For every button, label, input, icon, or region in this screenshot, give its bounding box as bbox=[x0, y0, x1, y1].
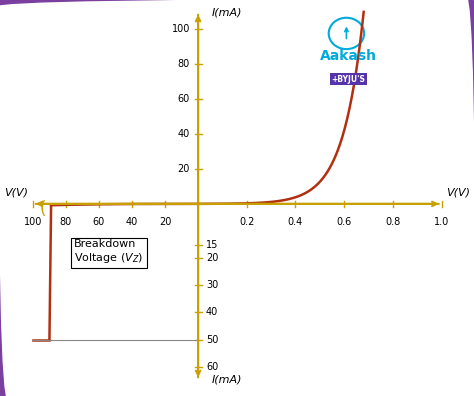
Text: 80: 80 bbox=[178, 59, 190, 69]
Text: 60: 60 bbox=[178, 94, 190, 104]
Text: 30: 30 bbox=[206, 280, 219, 290]
Text: 60: 60 bbox=[93, 217, 105, 227]
Text: Breakdown
Voltage ($V_Z$): Breakdown Voltage ($V_Z$) bbox=[74, 239, 143, 265]
Text: Aakash: Aakash bbox=[320, 49, 377, 63]
Text: 60: 60 bbox=[206, 362, 219, 371]
Text: +BYJU'S: +BYJU'S bbox=[332, 74, 365, 84]
Text: 100: 100 bbox=[24, 217, 42, 227]
Text: 40: 40 bbox=[126, 217, 138, 227]
Text: I(mA): I(mA) bbox=[211, 374, 242, 384]
Text: 20: 20 bbox=[159, 217, 171, 227]
Text: 80: 80 bbox=[60, 217, 72, 227]
Text: 0.2: 0.2 bbox=[239, 217, 255, 227]
Text: 40: 40 bbox=[178, 129, 190, 139]
Text: 50: 50 bbox=[206, 335, 219, 345]
Text: V(V): V(V) bbox=[446, 187, 470, 197]
Text: 0.6: 0.6 bbox=[337, 217, 352, 227]
Text: 0.4: 0.4 bbox=[288, 217, 303, 227]
Text: 20: 20 bbox=[178, 164, 190, 174]
Text: 100: 100 bbox=[172, 24, 190, 34]
Text: V(V): V(V) bbox=[4, 187, 28, 197]
Text: I(mA): I(mA) bbox=[211, 8, 242, 18]
Text: 20: 20 bbox=[206, 253, 219, 263]
Text: 0.8: 0.8 bbox=[385, 217, 401, 227]
Text: 1.0: 1.0 bbox=[434, 217, 449, 227]
Text: 40: 40 bbox=[206, 307, 219, 317]
Text: 15: 15 bbox=[206, 240, 219, 249]
Text: (: ( bbox=[40, 200, 46, 217]
